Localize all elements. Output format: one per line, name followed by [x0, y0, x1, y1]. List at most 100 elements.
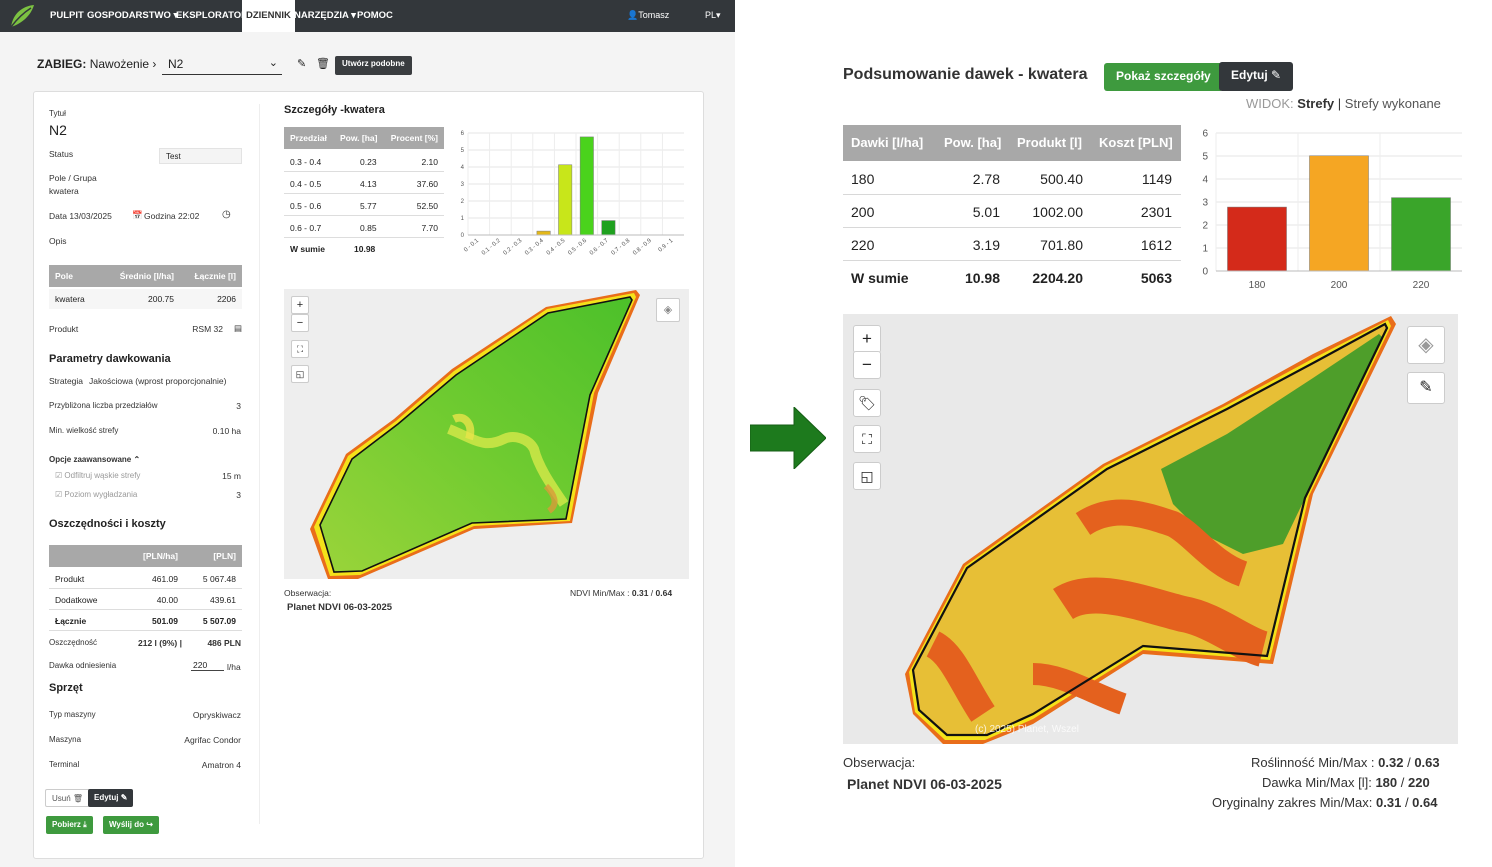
time-field[interactable]: Godzina 22:02: [144, 211, 200, 221]
y-tick-label: 5: [461, 148, 465, 154]
cost-cell: Produkt: [55, 574, 85, 584]
strategy-value[interactable]: Jakościowa (wprost proporcjonalnie): [89, 376, 227, 386]
chevron-right-icon: ›: [152, 57, 157, 71]
layers-icon[interactable]: ◈: [656, 298, 680, 322]
min-zone-value[interactable]: 0.10 ha: [212, 426, 241, 436]
language-menu[interactable]: PL▾: [705, 10, 721, 20]
tag-icon[interactable]: 🏷: [853, 389, 881, 417]
dose-cell: 10.98: [964, 270, 1000, 286]
savings-liters: 212 l (9%) |: [138, 638, 182, 648]
observation-value[interactable]: Planet NDVI 06-03-2025: [287, 602, 393, 613]
view-executed-zones-tab[interactable]: Strefy wykonane: [1344, 96, 1441, 111]
layers-icon[interactable]: ◈: [1407, 326, 1445, 364]
view-switcher: WIDOK: Strefy | Strefy wykonane: [1246, 96, 1441, 111]
view-zones-tab[interactable]: Strefy: [1297, 96, 1335, 111]
interval-histogram: 0 1 2 3 4 5 6 0 - 0.1 0.1 - 0.2 0.2 - 0.3 0.3 - 0.…: [461, 131, 684, 257]
nav-pomoc[interactable]: POMOC: [357, 10, 393, 21]
y-tick-label: 0: [1202, 267, 1208, 278]
status-field[interactable]: Test: [159, 148, 242, 164]
y-tick-label: 3: [1202, 198, 1208, 209]
zoom-out-button[interactable]: −: [291, 314, 309, 332]
y-tick-label: 0: [461, 233, 465, 239]
dose-cell: 1149: [1141, 171, 1172, 187]
intervals-value[interactable]: 3: [236, 401, 241, 411]
field-group-label: Pole / Grupa: [49, 173, 97, 183]
edit-button-large[interactable]: Edytuj ✎: [1219, 62, 1294, 91]
show-details-button[interactable]: Pokaż szczegóły: [1104, 63, 1223, 91]
send-to-button[interactable]: Wyślij do ↪: [103, 816, 159, 834]
x-tick-label: 0.6 - 0.7: [589, 238, 610, 257]
x-tick-label: 0.5 - 0.6: [567, 238, 588, 257]
machine-type-value[interactable]: Opryskiwacz: [192, 710, 241, 720]
details-cell: 0.5 - 0.6: [290, 201, 322, 211]
costs-heading: Oszczędności i koszty: [49, 518, 166, 530]
nav-narzedzia[interactable]: NARZĘDZIA ▾: [294, 10, 356, 21]
smoothing-checkbox[interactable]: ☑ Poziom wygładzania: [55, 490, 138, 499]
y-tick-label: 5: [1202, 152, 1208, 163]
zoom-out-button[interactable]: −: [853, 351, 881, 379]
savings-label: Oszczędność: [49, 638, 98, 647]
treatment-select[interactable]: N2 ⌄: [162, 53, 282, 75]
app-window: PULPIT GOSPODARSTWO ▾ EKSPLORATOR DZIENN…: [0, 0, 735, 867]
nav-gospodarstwo[interactable]: GOSPODARSTWO ▾: [87, 10, 179, 21]
advanced-options-toggle[interactable]: Opcje zaawansowane ⌃: [49, 455, 141, 464]
table-row: kwatera 200.75 2206: [49, 289, 242, 309]
chevron-up-icon: ⌃: [133, 455, 141, 464]
date-field[interactable]: Data 13/03/2025: [49, 211, 112, 221]
user-menu[interactable]: 👤Tomasz: [627, 10, 670, 20]
x-tick-label: 220: [1413, 280, 1430, 291]
nav-pulpit[interactable]: PULPIT: [50, 10, 84, 21]
details-cell: 0.6 - 0.7: [290, 223, 322, 233]
zoom-in-button[interactable]: +: [853, 325, 881, 353]
smoothing-value[interactable]: 3: [236, 490, 241, 500]
machine-value[interactable]: Agrifac Condor: [184, 735, 241, 745]
details-cell: 7.70: [421, 223, 438, 233]
pencil-icon: ✎: [120, 793, 128, 802]
filter-narrow-zones-value[interactable]: 15 m: [222, 471, 241, 481]
ndvi-map[interactable]: + − ⛶ ◱ ◈: [284, 289, 689, 579]
details-cell: 0.3 - 0.4: [290, 157, 322, 167]
clock-icon[interactable]: ◷: [222, 209, 231, 220]
y-tick-label: 3: [461, 182, 465, 188]
details-cell: 0.4 - 0.5: [290, 179, 322, 189]
delete-button[interactable]: Usuń 🗑: [45, 789, 91, 807]
dose-cell: 180: [851, 171, 875, 187]
calendar-icon[interactable]: 📅: [132, 210, 143, 220]
bar: [1391, 197, 1451, 272]
edit-button[interactable]: Edytuj ✎: [88, 789, 134, 807]
document-icon[interactable]: ▤: [234, 323, 243, 333]
top-navbar: PULPIT GOSPODARSTWO ▾ EKSPLORATOR DZIENN…: [0, 0, 735, 32]
fullscreen-icon[interactable]: ⛶: [291, 340, 309, 358]
dose-cell: 200: [851, 204, 875, 220]
dose-sum-row: W sumie 10.98 2204.20 5063: [843, 261, 1181, 294]
app-logo-icon[interactable]: [7, 3, 37, 29]
trash-icon[interactable]: 🗑: [316, 58, 330, 70]
legend-toggle-icon[interactable]: ◱: [853, 462, 881, 490]
details-sum-row: W sumie 10.98: [290, 244, 376, 254]
cost-cell: 501.09: [152, 616, 178, 626]
edit-pencil-icon[interactable]: ✎: [297, 58, 307, 70]
fullscreen-icon[interactable]: ⛶: [853, 425, 881, 453]
dose-cell: 2.78: [972, 171, 1000, 187]
arrow-right-icon: [750, 407, 826, 469]
dose-minmax: Dawka Min/Max [l]: 180 / 220: [1262, 775, 1430, 790]
terminal-value[interactable]: Amatron 4: [201, 760, 241, 770]
nav-eksplorator[interactable]: EKSPLORATOR: [176, 10, 248, 21]
dose-zone-map[interactable]: (c) 2025) Planet, Wszel + − 🏷 ⛶ ◱ ◈ ✎: [843, 314, 1458, 744]
status-label: Status: [49, 149, 74, 159]
bar: [579, 136, 594, 236]
dose-row: 200 5.01 1002.00 2301: [843, 195, 1181, 228]
reference-dose-input[interactable]: 220: [191, 660, 224, 671]
zoom-in-button[interactable]: +: [291, 296, 309, 314]
filter-narrow-zones-checkbox[interactable]: ☑ Odfiltruj wąskie strefy: [55, 471, 141, 480]
field-table-header: Pole Średnio [l/ha] Łącznie [l]: [49, 265, 242, 287]
create-similar-button[interactable]: Utwórz podobne: [335, 56, 412, 75]
download-button[interactable]: Pobierz ⤓: [46, 816, 93, 834]
x-tick-label: 0.7 - 0.8: [611, 238, 632, 257]
observation-value[interactable]: Planet NDVI 06-03-2025: [847, 776, 1002, 792]
bar: [1227, 206, 1287, 272]
cost-cell: Dodatkowe: [55, 595, 98, 605]
draw-pencil-icon[interactable]: ✎: [1407, 372, 1445, 404]
legend-toggle-icon[interactable]: ◱: [291, 365, 309, 383]
nav-dziennik[interactable]: DZIENNIK: [242, 0, 295, 32]
